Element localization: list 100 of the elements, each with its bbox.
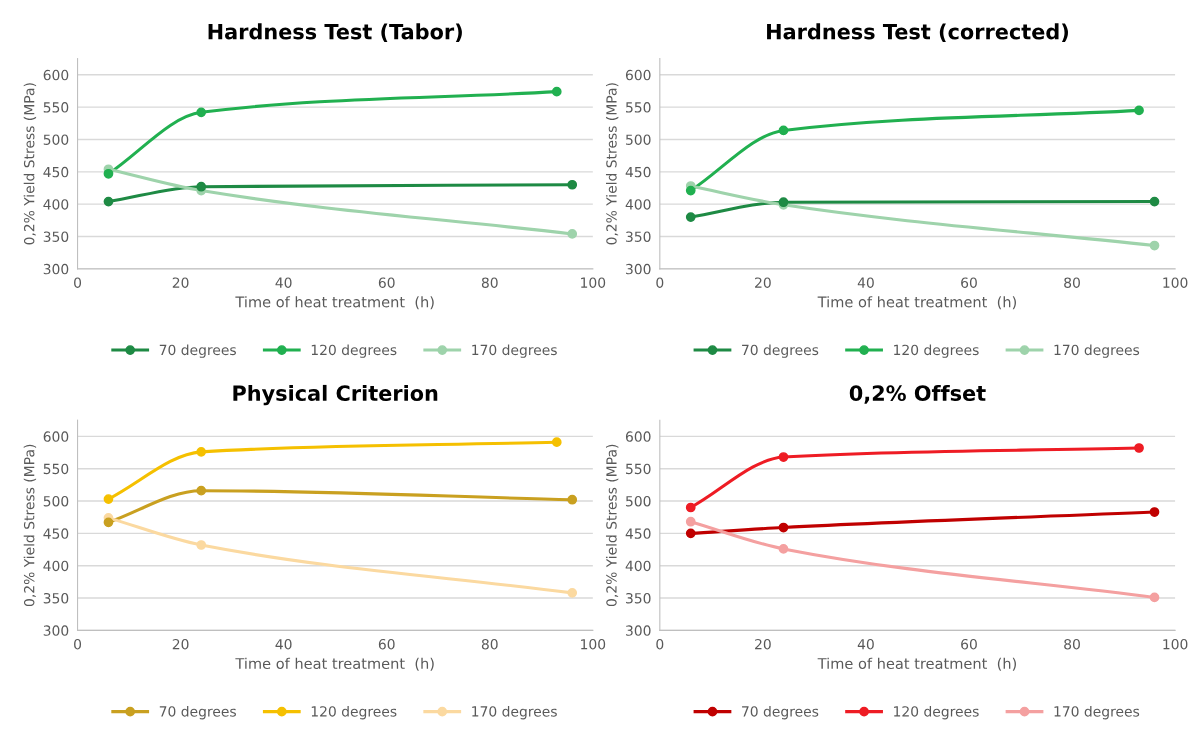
y-tick-label: 550	[43, 102, 69, 113]
x-tick-label: 0	[74, 277, 82, 288]
x-tick-label: 0	[74, 638, 82, 650]
legend-label: 120 degrees	[311, 705, 397, 720]
legend-label: 120 degrees	[311, 344, 397, 358]
y-tick-label: 600	[625, 431, 651, 442]
x-tick-label: 100	[1163, 277, 1188, 288]
x-axis-title: Time of heat treatment (h)	[817, 296, 1016, 310]
chart-title: Hardness Test (Tabor)	[208, 23, 462, 42]
point	[778, 452, 789, 462]
y-tick-label: 400	[625, 199, 651, 210]
x-tick-label: 40	[857, 277, 874, 288]
y-tick-label: 300	[626, 625, 651, 636]
x-tick-label: 80	[1064, 277, 1080, 288]
point	[1149, 592, 1160, 603]
y-tick-label: 450	[43, 528, 69, 539]
legend-label: 170 degrees	[472, 705, 557, 720]
point	[1149, 196, 1160, 207]
x-tick-label: 60	[961, 638, 977, 650]
y-tick-label: 400	[43, 560, 69, 572]
x-axis-title: Time of heat treatment (h)	[235, 657, 434, 671]
x-axis-title: Time of heat treatment (h)	[817, 657, 1016, 671]
point	[567, 588, 578, 598]
y-axis-title: 0,2% Yield Stress (MPa)	[605, 444, 619, 607]
chart-title: Hardness Test (corrected)	[767, 23, 1068, 42]
y-tick-label: 450	[625, 166, 651, 178]
y-tick-label: 500	[43, 496, 69, 507]
legend-label: 70 degrees	[742, 344, 819, 358]
point	[1134, 443, 1144, 453]
x-tick-label: 40	[275, 638, 292, 650]
y-tick-label: 300	[626, 263, 651, 275]
y-tick-label: 300	[43, 263, 69, 275]
legend-label: 120 degrees	[894, 705, 979, 720]
point	[196, 447, 207, 457]
x-tick-label: 80	[1064, 638, 1080, 650]
x-tick-label: 80	[481, 277, 498, 288]
x-tick-label: 40	[275, 277, 292, 288]
y-tick-label: 600	[43, 431, 69, 442]
x-tick-label: 100	[1163, 638, 1188, 650]
point	[103, 196, 114, 207]
x-tick-label: 60	[961, 277, 977, 288]
y-tick-label: 600	[43, 69, 69, 81]
legend-label: 170 degrees	[1054, 705, 1140, 720]
x-axis-title: Time of heat treatment (h)	[235, 296, 434, 310]
point	[685, 502, 696, 513]
x-tick-label: 80	[481, 638, 498, 650]
y-tick-label: 300	[43, 625, 69, 636]
x-tick-label: 0	[656, 638, 664, 650]
y-tick-label: 500	[626, 496, 651, 507]
point	[685, 516, 696, 527]
y-tick-label: 550	[626, 463, 651, 475]
y-tick-label: 600	[625, 69, 651, 81]
point	[1149, 507, 1160, 517]
point	[685, 212, 696, 222]
y-tick-label: 550	[626, 102, 651, 113]
point	[685, 185, 696, 196]
point	[196, 540, 207, 550]
y-tick-label: 350	[43, 231, 69, 242]
chart-title: 0,2% Offset	[849, 384, 986, 404]
y-tick-label: 450	[43, 166, 69, 178]
y-axis-title: 0,2% Yield Stress (MPa)	[23, 444, 37, 607]
y-tick-label: 450	[625, 528, 651, 539]
point	[778, 522, 789, 533]
point	[567, 494, 578, 505]
legend-label: 70 degrees	[159, 705, 236, 720]
legend-label: 70 degrees	[159, 344, 236, 358]
x-tick-label: 100	[581, 277, 606, 288]
x-tick-label: 20	[755, 638, 771, 650]
y-tick-label: 500	[43, 134, 69, 145]
y-tick-label: 350	[626, 231, 651, 242]
x-tick-label: 60	[378, 638, 395, 650]
point	[196, 181, 207, 192]
legend-label: 120 degrees	[894, 344, 979, 358]
y-tick-label: 500	[626, 134, 651, 145]
y-tick-label: 550	[43, 463, 69, 475]
y-tick-label: 350	[43, 593, 69, 604]
point	[103, 168, 114, 179]
legend-label: 70 degrees	[742, 705, 819, 720]
x-tick-label: 20	[172, 638, 189, 650]
x-tick-label: 0	[656, 277, 664, 288]
chart-title: Physical Criterion	[233, 384, 438, 406]
point	[196, 485, 207, 496]
point	[778, 125, 789, 136]
x-tick-label: 60	[378, 277, 395, 288]
point	[778, 544, 789, 554]
legend-label: 170 degrees	[472, 344, 557, 358]
x-tick-label: 20	[172, 277, 189, 288]
y-axis-title: 0,2% Yield Stress (MPa)	[605, 83, 619, 245]
point	[1149, 240, 1160, 251]
y-tick-label: 400	[625, 560, 651, 572]
point	[196, 107, 207, 118]
point	[567, 179, 578, 190]
x-tick-label: 100	[581, 638, 606, 650]
y-tick-label: 400	[43, 199, 69, 210]
point	[103, 494, 114, 504]
point	[103, 517, 114, 528]
point	[1134, 105, 1144, 116]
point	[551, 86, 562, 97]
x-tick-label: 20	[755, 277, 771, 288]
point	[567, 229, 578, 239]
